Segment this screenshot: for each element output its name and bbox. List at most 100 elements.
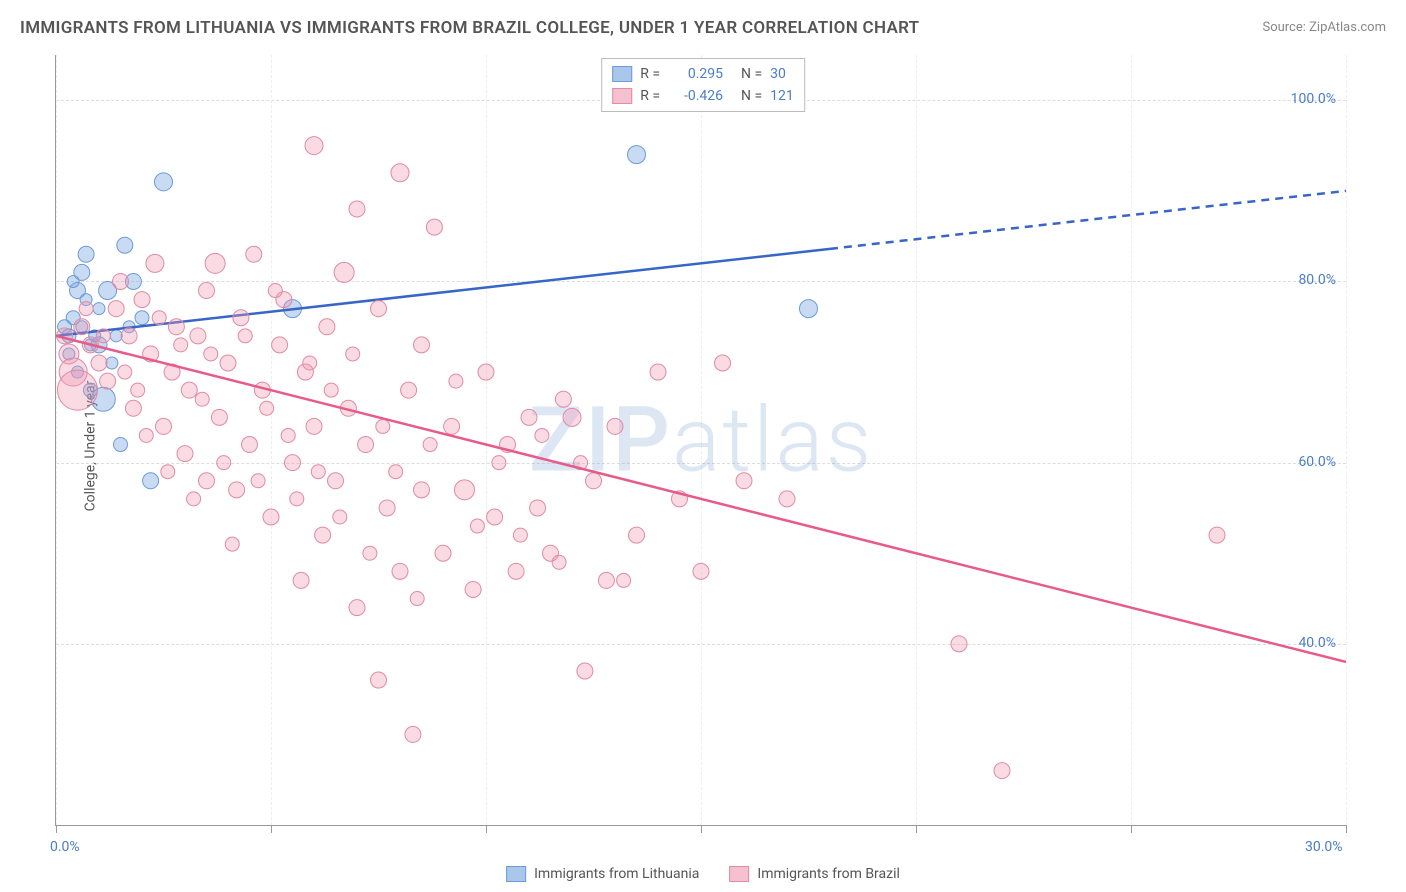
- data-point: [363, 546, 377, 560]
- data-point: [152, 311, 166, 325]
- data-point: [204, 347, 218, 361]
- data-point: [199, 473, 215, 489]
- data-point: [211, 409, 227, 425]
- data-point: [135, 311, 149, 325]
- data-point: [435, 545, 451, 561]
- data-point: [272, 337, 288, 353]
- legend-swatch: [506, 866, 526, 882]
- data-point: [379, 500, 395, 516]
- legend-swatch: [729, 866, 749, 882]
- data-point: [190, 328, 206, 344]
- data-point: [650, 364, 666, 380]
- data-point: [181, 382, 197, 398]
- legend-row: R =-0.426N =121: [612, 85, 794, 107]
- r-label: R =: [640, 85, 660, 107]
- data-point: [121, 328, 137, 344]
- data-point: [535, 428, 549, 442]
- data-point: [100, 373, 116, 389]
- data-point: [508, 563, 524, 579]
- data-point: [563, 408, 581, 426]
- data-point: [117, 237, 133, 253]
- data-point: [79, 302, 93, 316]
- data-point: [233, 310, 249, 326]
- data-point: [349, 201, 365, 217]
- x-tick: [56, 825, 57, 833]
- data-point: [414, 482, 430, 498]
- data-point: [195, 392, 209, 406]
- legend-item: Immigrants from Brazil: [729, 866, 900, 882]
- data-point: [110, 330, 122, 342]
- data-point: [552, 555, 566, 569]
- data-point: [736, 473, 752, 489]
- data-point: [449, 374, 463, 388]
- data-point: [371, 301, 387, 317]
- data-point: [306, 418, 322, 434]
- data-point: [389, 465, 403, 479]
- data-point: [156, 418, 172, 434]
- x-tick: [271, 825, 272, 833]
- data-point: [333, 510, 347, 524]
- legend-label: Immigrants from Brazil: [757, 866, 900, 882]
- x-tick-label: 30.0%: [1305, 839, 1343, 855]
- data-point: [994, 763, 1010, 779]
- chart-svg: [56, 55, 1346, 825]
- legend-correlation: R =0.295N =30R =-0.426N =121: [601, 58, 805, 112]
- data-point: [155, 173, 173, 191]
- data-point: [607, 418, 623, 434]
- data-point: [492, 456, 506, 470]
- x-tick: [916, 825, 917, 833]
- data-point: [628, 146, 646, 164]
- trend-line-dashed: [830, 191, 1346, 249]
- data-point: [305, 137, 323, 155]
- legend-series: Immigrants from LithuaniaImmigrants from…: [506, 866, 900, 882]
- data-point: [168, 319, 184, 335]
- data-point: [238, 329, 252, 343]
- data-point: [96, 329, 110, 343]
- data-point: [134, 292, 150, 308]
- source-label: Source: ZipAtlas.com: [1262, 20, 1386, 35]
- chart-container: IMMIGRANTS FROM LITHUANIA VS IMMIGRANTS …: [0, 0, 1406, 892]
- data-point: [465, 581, 481, 597]
- data-point: [125, 400, 141, 416]
- data-point: [392, 563, 408, 579]
- data-point: [290, 492, 304, 506]
- data-point: [779, 491, 795, 507]
- data-point: [328, 473, 344, 489]
- data-point: [199, 283, 215, 299]
- data-point: [177, 446, 193, 462]
- data-point: [143, 473, 159, 489]
- data-point: [108, 301, 124, 317]
- data-point: [285, 455, 301, 471]
- data-point: [113, 273, 129, 289]
- data-point: [260, 401, 274, 415]
- data-point: [371, 672, 387, 688]
- data-point: [268, 284, 282, 298]
- data-point: [555, 391, 571, 407]
- data-point: [629, 527, 645, 543]
- data-point: [455, 480, 475, 500]
- plot-area: ZIPatlas: [55, 55, 1346, 826]
- data-point: [225, 537, 239, 551]
- data-point: [293, 572, 309, 588]
- data-point: [131, 383, 145, 397]
- data-point: [187, 492, 201, 506]
- data-point: [598, 572, 614, 588]
- data-point: [530, 500, 546, 516]
- data-point: [423, 438, 437, 452]
- data-point: [146, 254, 164, 272]
- data-point: [414, 337, 430, 353]
- legend-swatch: [612, 88, 632, 104]
- data-point: [951, 636, 967, 652]
- data-point: [470, 519, 484, 533]
- data-point: [161, 465, 175, 479]
- data-point: [114, 438, 128, 452]
- data-point: [346, 347, 360, 361]
- n-label: N =: [741, 85, 762, 107]
- data-point: [693, 563, 709, 579]
- data-point: [1209, 527, 1225, 543]
- data-point: [58, 370, 98, 410]
- x-tick: [1131, 825, 1132, 833]
- data-point: [74, 319, 90, 335]
- data-point: [139, 428, 153, 442]
- x-tick-label: 0.0%: [50, 839, 80, 855]
